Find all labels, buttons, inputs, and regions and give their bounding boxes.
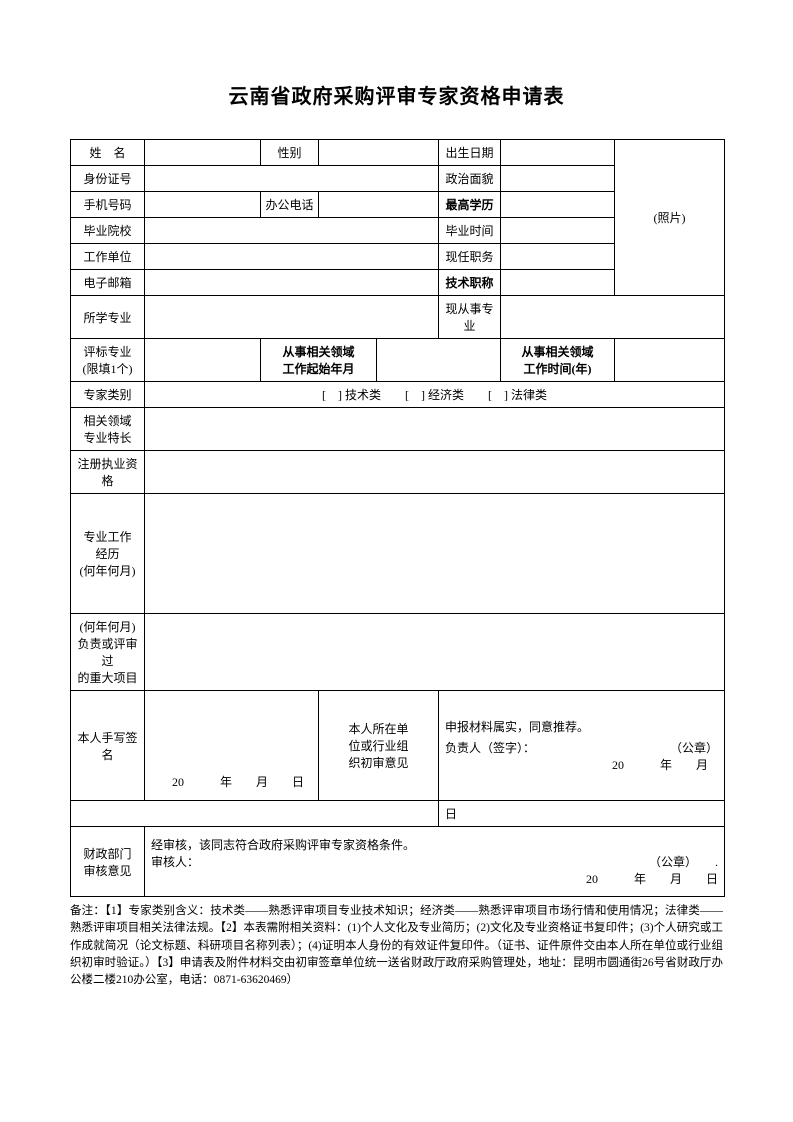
label-dob: 出生日期 [439,140,501,166]
finance-seal: （公章） . [649,855,718,869]
photo-box[interactable]: (照片) [615,140,725,296]
field-qualification[interactable] [145,451,725,494]
label-reviewmajor: 评标专业 (限填1个) [71,339,145,382]
field-dob[interactable] [501,140,615,166]
unit-date-suffix: 日 [439,801,725,827]
label-gradtime: 毕业时间 [439,218,501,244]
sigpad-ext [71,801,439,827]
field-education[interactable] [501,192,615,218]
field-name[interactable] [145,140,261,166]
field-officephone[interactable] [319,192,439,218]
label-domainstart: 从事相关领域 工作起始年月 [261,339,377,382]
field-domainyears[interactable] [615,339,725,382]
field-curmajor[interactable] [501,296,725,339]
label-employer: 工作单位 [71,244,145,270]
label-unitopinion: 本人所在单 位或行业组 织初审意见 [319,691,439,801]
field-techtitle[interactable] [501,270,615,296]
field-major[interactable] [145,296,439,339]
finance-date: 20 年 月 日 [586,872,718,886]
field-projects[interactable] [145,614,725,691]
label-position: 现任职务 [439,244,501,270]
field-workhistory[interactable] [145,494,725,614]
field-finance[interactable]: 经审核，该同志符合政府采购评审专家资格条件。 审核人： （公章） . 20 年 … [145,827,725,897]
field-employer[interactable] [145,244,439,270]
label-school: 毕业院校 [71,218,145,244]
signature-date: 20 年 月 日 [147,773,316,796]
page-title: 云南省政府采购评审专家资格申请表 [70,80,723,109]
label-qualification: 注册执业资格 [71,451,145,494]
field-signature[interactable]: 20 年 月 日 [145,691,319,801]
field-specialty[interactable] [145,408,725,451]
label-gender: 性别 [261,140,319,166]
label-mobile: 手机号码 [71,192,145,218]
label-signature: 本人手写签名 [71,691,145,801]
label-political: 政治面貌 [439,166,501,192]
label-domainyears: 从事相关领域 工作时间(年) [501,339,615,382]
field-domainstart[interactable] [377,339,501,382]
field-email[interactable] [145,270,439,296]
label-education: 最高学历 [439,192,501,218]
footer-notes: 备注：【1】专家类别含义：技术类——熟悉评审项目专业技术知识；经济类——熟悉评审… [70,903,723,989]
finance-reviewer: 审核人： [151,853,199,887]
label-workhistory: 专业工作 经历 (何年何月) [71,494,145,614]
label-projects: (何年何月) 负责或评审过 的重大项目 [71,614,145,691]
label-experttype: 专家类别 [71,382,145,408]
label-major: 所学专业 [71,296,145,339]
field-school[interactable] [145,218,439,244]
label-finance: 财政部门 审核意见 [71,827,145,897]
label-techtitle: 技术职称 [439,270,501,296]
field-gradtime[interactable] [501,218,615,244]
finance-pass: 经审核，该同志符合政府采购评审专家资格条件。 [151,836,718,853]
label-email: 电子邮箱 [71,270,145,296]
application-form: 姓 名 性别 出生日期 (照片) 身份证号 政治面貌 手机号码 办公电话 最高学… [70,139,725,897]
unit-seal: （公章） [670,739,718,756]
unit-signer: 负责人（签字）： [445,739,535,756]
unit-date: 20 年 月 [612,758,708,772]
field-idno[interactable] [145,166,439,192]
field-mobile[interactable] [145,192,261,218]
field-reviewmajor[interactable] [145,339,261,382]
label-specialty: 相关领域 专业特长 [71,408,145,451]
field-gender[interactable] [319,140,439,166]
label-curmajor: 现从事专业 [439,296,501,339]
label-idno: 身份证号 [71,166,145,192]
unit-line1: 申报材料属实，同意推荐。 [445,718,718,735]
field-position[interactable] [501,244,615,270]
field-political[interactable] [501,166,615,192]
label-name: 姓 名 [71,140,145,166]
field-unitopinion[interactable]: 申报材料属实，同意推荐。 负责人（签字）： （公章） 20 年 月 [439,691,725,801]
field-experttype[interactable]: [ ] 技术类 [ ] 经济类 [ ] 法律类 [145,382,725,408]
label-officephone: 办公电话 [261,192,319,218]
